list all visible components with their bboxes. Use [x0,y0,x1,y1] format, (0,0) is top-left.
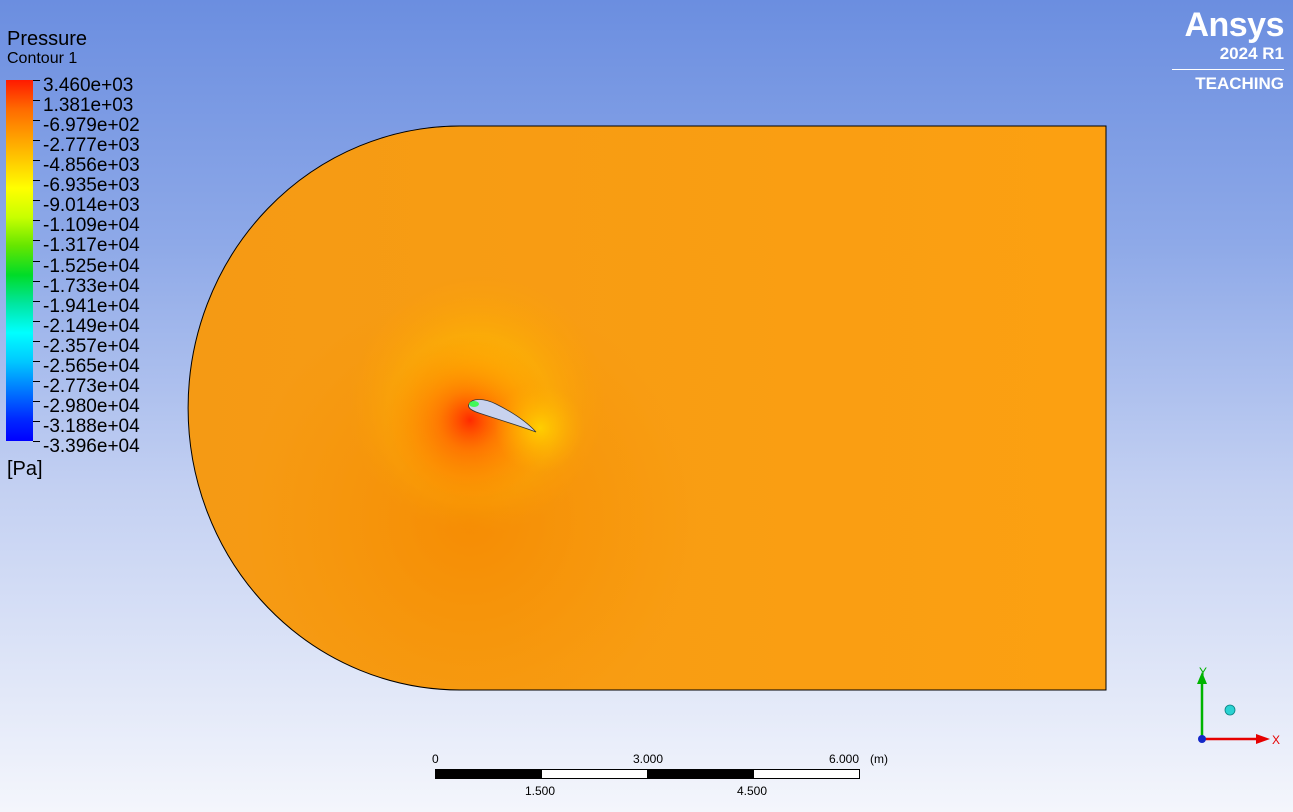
x-axis-label: X [1272,733,1280,747]
logo-version: 2024 R1 [1219,44,1284,63]
legend-label: -3.396e+04 [43,436,140,457]
legend-tick [33,281,40,282]
legend-label: -2.565e+04 [43,356,140,377]
legend-label: 3.460e+03 [43,75,134,96]
axis-triad[interactable]: Y X [1188,660,1283,755]
legend-subtitle: Contour 1 [7,50,78,67]
legend-label: -2.149e+04 [43,316,140,337]
legend-tick [33,160,40,161]
scale-label-6: 6.000 [829,752,860,766]
scale-label-4-5: 4.500 [737,784,768,798]
domain-boundary [187,125,1107,691]
leading-edge-low-pressure [469,401,479,407]
scale-segment-1 [435,769,542,779]
legend-tick [33,421,40,422]
logo-edition: TEACHING [1195,74,1284,93]
logo-divider [1172,69,1284,70]
legend-tick [33,120,40,121]
legend-label: -2.773e+04 [43,376,140,397]
scale-segment-3 [647,769,754,779]
legend-tick [33,341,40,342]
legend-label: -2.357e+04 [43,336,140,357]
logo-name: Ansys [1184,6,1284,44]
legend-label: -6.979e+02 [43,115,140,136]
x-axis-arrow-icon [1256,734,1270,744]
ansys-logo: Ansys 2024 R1 TEACHING [1172,6,1285,94]
scale-label-3: 3.000 [633,752,664,766]
legend-label: -1.733e+04 [43,276,140,297]
triad-origin [1198,735,1206,743]
legend-title: Pressure [7,28,88,50]
legend-label: -1.317e+04 [43,235,140,256]
legend-tick [33,401,40,402]
legend-tick [33,100,40,101]
legend-label: -3.188e+04 [43,416,140,437]
legend-label: -9.014e+03 [43,195,140,216]
scale-segment-4 [753,769,860,779]
legend-ticks [33,80,41,442]
scale-label-0: 0 [432,752,439,766]
legend-units: [Pa] [7,458,43,480]
legend-label: -2.777e+03 [43,135,140,156]
legend-label: 1.381e+03 [43,95,134,116]
scale-segment-2 [541,769,648,779]
legend-label: -1.941e+04 [43,296,140,317]
legend-tick [33,220,40,221]
scale-bar: 0 3.000 6.000 (m) 1.500 4.500 [430,752,910,802]
y-axis-label: Y [1199,665,1207,679]
legend-label: -4.856e+03 [43,155,140,176]
legend-label: -2.980e+04 [43,396,140,417]
legend-tick [33,240,40,241]
legend-tick [33,321,40,322]
legend-label: -1.109e+04 [43,215,140,236]
legend-tick [33,180,40,181]
legend-colorbar [6,80,33,441]
legend-tick [33,441,40,442]
legend-tick [33,381,40,382]
legend-tick [33,140,40,141]
airfoil [468,399,537,433]
legend-tick [33,200,40,201]
y-axis-arrow-icon [1197,672,1207,684]
z-axis-dot-icon [1224,704,1236,716]
legend-label: -1.525e+04 [43,256,140,277]
legend-label: -6.935e+03 [43,175,140,196]
legend-tick [33,301,40,302]
legend-tick [33,261,40,262]
scale-label-1-5: 1.500 [525,784,556,798]
legend-tick [33,80,40,81]
scale-unit: (m) [870,752,888,766]
legend-tick [33,361,40,362]
